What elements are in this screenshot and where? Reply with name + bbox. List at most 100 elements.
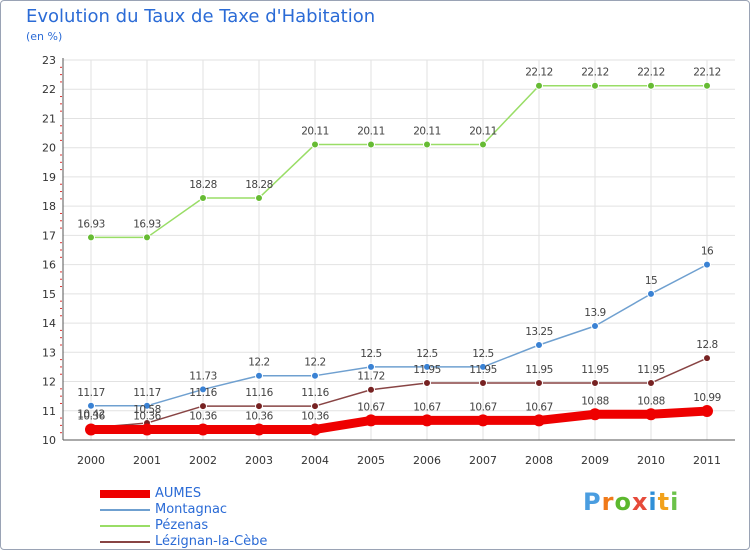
y-tick-label: 14 — [42, 317, 56, 330]
y-tick-label: 18 — [42, 200, 56, 213]
y-tick-label: 23 — [42, 54, 56, 67]
data-label: 18.28 — [189, 179, 217, 191]
x-tick-label: 2004 — [301, 454, 329, 467]
data-label: 10.42 — [77, 409, 105, 421]
data-label: 20.11 — [413, 125, 441, 137]
data-label: 12.2 — [248, 357, 269, 369]
data-label: 10.88 — [637, 395, 665, 407]
data-label: 16.93 — [77, 218, 105, 230]
data-label: 10.36 — [189, 410, 217, 422]
data-point — [311, 402, 319, 411]
legend-swatch — [100, 509, 150, 511]
logo-letter: i — [648, 488, 658, 516]
legend-label: Pézenas — [155, 518, 209, 533]
data-label: 10.58 — [133, 404, 161, 416]
x-tick-label: 2003 — [245, 454, 273, 467]
data-label: 18.28 — [245, 179, 273, 191]
data-label: 11.17 — [77, 387, 105, 399]
data-label: 11.72 — [357, 371, 385, 383]
data-label: 16 — [701, 246, 714, 258]
data-point — [479, 379, 487, 387]
data-point — [589, 408, 601, 421]
data-point — [591, 379, 599, 387]
x-tick-label: 2008 — [525, 454, 553, 467]
y-tick-label: 13 — [42, 346, 56, 359]
x-tick-label: 2007 — [469, 454, 497, 467]
data-label: 10.36 — [301, 410, 329, 422]
data-label: 12.5 — [472, 348, 493, 360]
data-label: 12.2 — [304, 357, 325, 369]
data-point — [703, 354, 711, 363]
data-point — [535, 379, 543, 387]
logo-letter: x — [631, 488, 649, 516]
y-tick-label: 16 — [42, 259, 56, 272]
data-point — [421, 414, 433, 427]
data-label: 11.73 — [189, 370, 217, 382]
logo-letter: P — [583, 488, 602, 516]
data-label: 13.25 — [525, 326, 553, 338]
data-label: 11.17 — [133, 387, 161, 399]
y-tick-label: 22 — [42, 83, 56, 96]
data-label: 20.11 — [469, 125, 497, 137]
data-point — [479, 140, 487, 149]
data-point — [367, 140, 375, 149]
data-point — [87, 233, 95, 242]
y-tick-label: 19 — [42, 171, 56, 184]
legend-swatch — [100, 541, 150, 543]
logo-letter: t — [657, 488, 671, 516]
x-tick-label: 2001 — [133, 454, 161, 467]
data-point — [311, 140, 319, 149]
plot-area — [63, 60, 735, 440]
data-label: 11.95 — [525, 364, 553, 376]
data-point — [365, 414, 377, 427]
data-point — [703, 81, 711, 90]
series-line-p-zenas — [90, 84, 708, 239]
data-label: 10.36 — [77, 410, 105, 422]
data-label: 22.12 — [693, 67, 721, 79]
series-line-aumes — [86, 406, 712, 434]
data-point — [255, 402, 263, 411]
proxiti-logo: Proxiti — [583, 488, 679, 516]
data-label: 11.95 — [637, 364, 665, 376]
legend-swatch — [100, 490, 150, 498]
data-point — [645, 408, 657, 421]
data-point — [197, 423, 209, 436]
data-label: 16.93 — [133, 218, 161, 230]
data-point — [309, 423, 321, 436]
data-point — [199, 385, 207, 394]
data-point — [477, 414, 489, 427]
data-label: 10.67 — [413, 401, 441, 413]
data-point — [367, 362, 375, 371]
y-tick-label: 15 — [42, 288, 56, 301]
data-label: 11.95 — [469, 364, 497, 376]
logo-letter: o — [614, 488, 632, 516]
data-label: 12.5 — [360, 348, 381, 360]
data-label: 13.9 — [584, 307, 605, 319]
series-line-montagnac — [90, 263, 708, 407]
data-label: 22.12 — [581, 67, 609, 79]
data-point — [423, 362, 431, 371]
data-point — [535, 341, 543, 349]
data-point — [85, 423, 97, 436]
y-tick-label: 20 — [42, 142, 56, 155]
y-tick-label: 10 — [42, 434, 56, 447]
data-label: 11.16 — [245, 387, 273, 399]
data-point — [479, 362, 487, 371]
data-point — [311, 371, 319, 380]
data-label: 10.99 — [693, 392, 721, 404]
data-point — [423, 140, 431, 149]
data-label: 22.12 — [637, 67, 665, 79]
data-point — [647, 379, 655, 387]
logo-letter: r — [601, 488, 615, 516]
data-point — [253, 423, 265, 436]
data-label: 10.67 — [525, 401, 553, 413]
data-label: 11.16 — [189, 387, 217, 399]
data-point — [535, 81, 543, 90]
data-label: 12.8 — [696, 339, 717, 351]
data-label: 11.95 — [413, 364, 441, 376]
x-tick-label: 2010 — [637, 454, 665, 467]
data-point — [87, 401, 95, 410]
data-label: 20.11 — [301, 125, 329, 137]
data-point — [703, 260, 711, 269]
y-unit-label: (en %) — [26, 30, 63, 43]
